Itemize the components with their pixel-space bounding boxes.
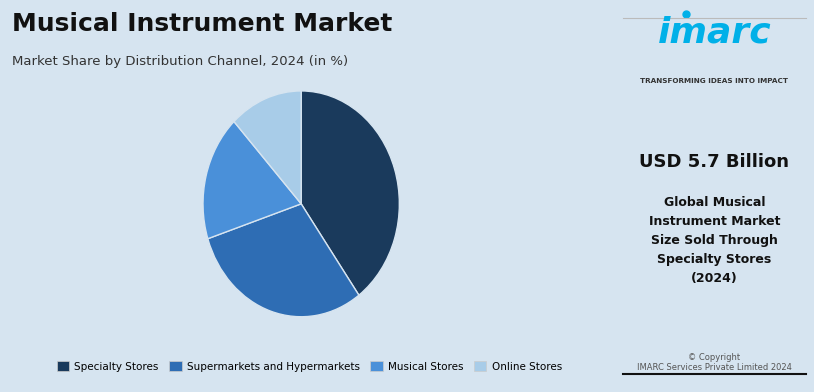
Text: TRANSFORMING IDEAS INTO IMPACT: TRANSFORMING IDEAS INTO IMPACT xyxy=(641,78,788,84)
Text: Musical Instrument Market: Musical Instrument Market xyxy=(12,12,392,36)
Text: USD 5.7 Billion: USD 5.7 Billion xyxy=(639,153,790,171)
Text: imarc: imarc xyxy=(658,16,771,50)
Wedge shape xyxy=(208,204,359,317)
Text: Global Musical
Instrument Market
Size Sold Through
Specialty Stores
(2024): Global Musical Instrument Market Size So… xyxy=(649,196,780,285)
Wedge shape xyxy=(203,122,301,239)
Legend: Specialty Stores, Supermarkets and Hypermarkets, Musical Stores, Online Stores: Specialty Stores, Supermarkets and Hyper… xyxy=(57,361,562,372)
Text: © Copyright
IMARC Services Private Limited 2024: © Copyright IMARC Services Private Limit… xyxy=(637,353,792,372)
Text: Market Share by Distribution Channel, 2024 (in %): Market Share by Distribution Channel, 20… xyxy=(12,55,348,68)
Wedge shape xyxy=(301,91,400,295)
Wedge shape xyxy=(234,91,301,204)
